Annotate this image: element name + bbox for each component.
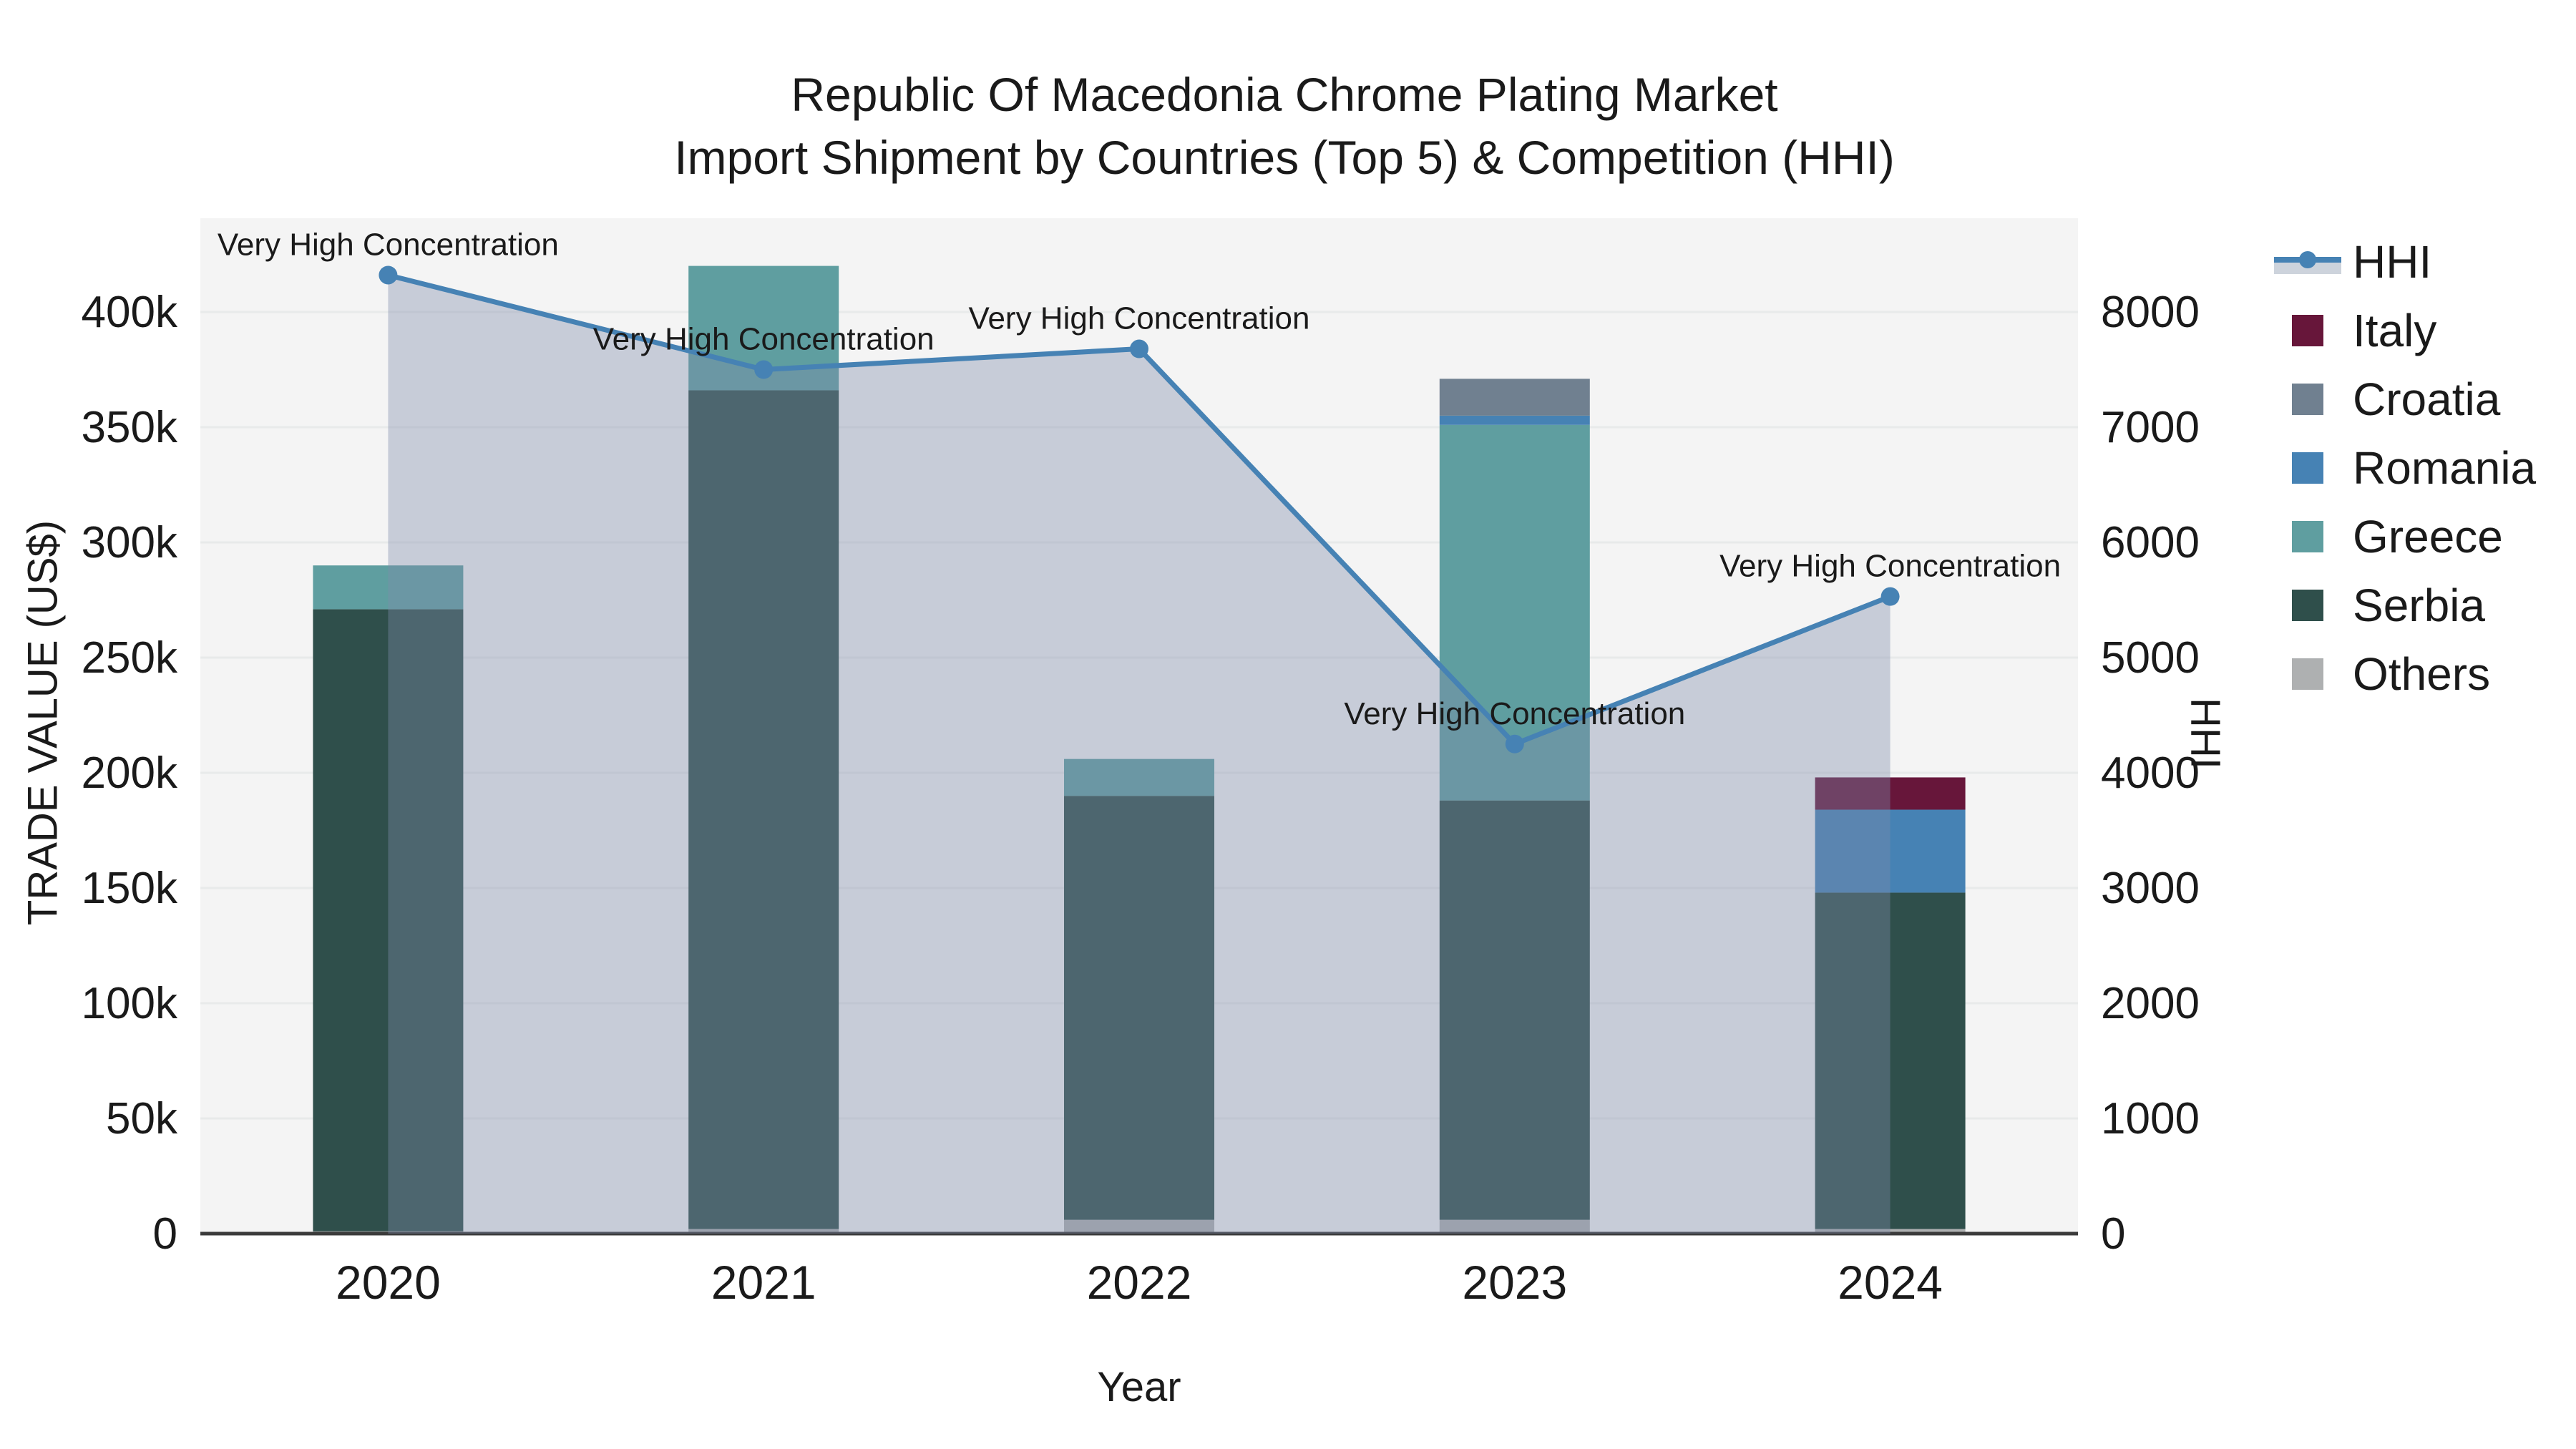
legend-item-others[interactable]: Others	[2247, 640, 2576, 708]
bar-segment-serbia-2024[interactable]	[1815, 892, 1966, 1229]
y-left-tick-400k: 400k	[82, 288, 178, 337]
y-right-tick-0: 0	[2101, 1209, 2125, 1259]
hhi-marker-2023[interactable]	[1505, 734, 1524, 753]
y-left-tick-350k: 350k	[82, 403, 178, 452]
y-axis-title-right: HHI	[2182, 698, 2229, 769]
bar-segment-italy-2024[interactable]	[1815, 777, 1966, 810]
legend-swatch-others	[2292, 658, 2323, 690]
legend-item-romania[interactable]: Romania	[2247, 434, 2576, 502]
legend-item-greece[interactable]: Greece	[2247, 502, 2576, 571]
legend-swatch-serbia	[2292, 590, 2323, 621]
bar-segment-greece-2022[interactable]	[1064, 758, 1214, 796]
legend-swatch-croatia	[2292, 384, 2323, 415]
x-tick-2023[interactable]: 2023	[1462, 1256, 1567, 1309]
y-right-tick-7000: 7000	[2101, 403, 2200, 452]
y-right-tick-3000: 3000	[2101, 864, 2200, 913]
legend-item-hhi[interactable]: HHI	[2247, 228, 2576, 296]
y-left-tick-0: 0	[153, 1209, 177, 1259]
y-left-tick-300k: 300k	[82, 518, 178, 567]
chart-title-line2: Import Shipment by Countries (Top 5) & C…	[674, 131, 1895, 184]
annotation-2022: Very High Concentration	[969, 301, 1310, 336]
y-left-tick-50k: 50k	[106, 1094, 178, 1143]
annotation-2024: Very High Concentration	[1719, 549, 2061, 584]
legend-label-greece: Greece	[2353, 511, 2503, 562]
legend-label-others: Others	[2353, 648, 2491, 700]
legend-swatch-greece	[2292, 521, 2323, 552]
bar-segment-serbia-2020[interactable]	[313, 609, 464, 1231]
hhi-marker-2021[interactable]	[754, 360, 774, 379]
y-right-tick-5000: 5000	[2101, 633, 2200, 683]
legend-swatch-romania	[2292, 452, 2323, 484]
legend-swatch-italy	[2292, 315, 2323, 346]
annotation-2021: Very High Concentration	[593, 322, 935, 357]
y-axis-title-left: TRADE VALUE (US$)	[19, 519, 67, 926]
bar-segment-others-2022[interactable]	[1064, 1219, 1214, 1234]
bar-segment-greece-2020[interactable]	[313, 565, 464, 610]
legend-label-hhi: HHI	[2353, 236, 2432, 288]
y-right-tick-1000: 1000	[2101, 1094, 2200, 1143]
legend-item-italy[interactable]: Italy	[2247, 296, 2576, 365]
legend-item-croatia[interactable]: Croatia	[2247, 365, 2576, 434]
bar-segment-serbia-2021[interactable]	[688, 390, 839, 1229]
y-left-tick-250k: 250k	[82, 633, 178, 683]
legend-label-serbia: Serbia	[2353, 580, 2485, 631]
bar-segment-serbia-2022[interactable]	[1064, 796, 1214, 1220]
hhi-area-fill	[388, 275, 1890, 1234]
bar-segment-others-2021[interactable]	[688, 1229, 839, 1234]
bar-segment-croatia-2023[interactable]	[1439, 379, 1590, 416]
legend-label-croatia: Croatia	[2353, 374, 2501, 425]
hhi-marker-2020[interactable]	[379, 265, 398, 285]
hhi-line-sample-icon	[2274, 244, 2341, 280]
annotation-2020: Very High Concentration	[218, 227, 559, 262]
y-right-tick-4000: 4000	[2101, 748, 2200, 798]
y-right-tick-8000: 8000	[2101, 288, 2200, 337]
y-left-tick-150k: 150k	[82, 864, 178, 913]
chart-title: Republic Of Macedonia Chrome Plating Mar…	[0, 63, 2569, 189]
hhi-marker-2024[interactable]	[1880, 587, 1900, 606]
legend-item-serbia[interactable]: Serbia	[2247, 571, 2576, 640]
x-tick-2021[interactable]: 2021	[711, 1256, 816, 1309]
y-right-tick-6000: 6000	[2101, 518, 2200, 567]
y-right-tick-2000: 2000	[2101, 979, 2200, 1028]
x-axis-title: Year	[1097, 1364, 1181, 1410]
legend-label-romania: Romania	[2353, 442, 2537, 494]
annotation-2023: Very High Concentration	[1344, 696, 1685, 731]
bar-segment-romania-2024[interactable]	[1815, 809, 1966, 893]
bar-segment-others-2024[interactable]	[1815, 1229, 1966, 1234]
bar-segment-others-2023[interactable]	[1439, 1219, 1590, 1234]
hhi-marker-2022[interactable]	[1130, 339, 1148, 358]
chart-title-line1: Republic Of Macedonia Chrome Plating Mar…	[791, 68, 1778, 121]
bar-segment-serbia-2023[interactable]	[1439, 800, 1590, 1220]
x-tick-2020[interactable]: 2020	[336, 1256, 441, 1309]
x-tick-2024[interactable]: 2024	[1838, 1256, 1943, 1309]
y-left-tick-200k: 200k	[82, 748, 178, 798]
y-left-tick-100k: 100k	[82, 979, 178, 1028]
x-tick-2022[interactable]: 2022	[1087, 1256, 1192, 1309]
bar-segment-romania-2023[interactable]	[1439, 415, 1590, 425]
legend-label-italy: Italy	[2353, 305, 2437, 356]
